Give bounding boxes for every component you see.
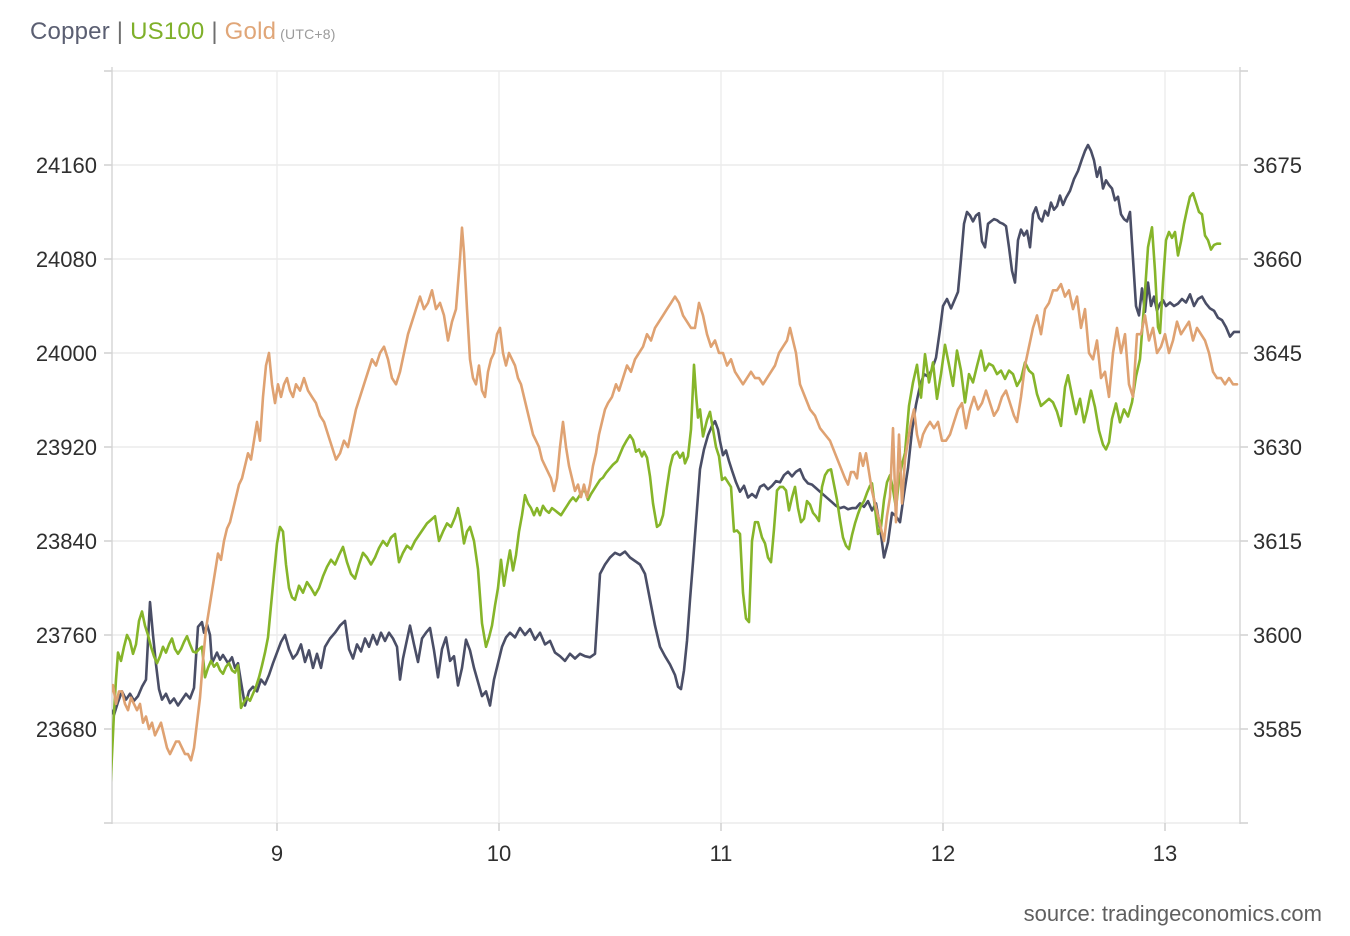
x-axis-label: 13	[1153, 841, 1177, 866]
y-axis-label-right: 3600	[1253, 623, 1302, 648]
y-axis-label-left: 23840	[36, 529, 97, 554]
y-axis-label-left: 24000	[36, 341, 97, 366]
y-axis-label-right: 3615	[1253, 529, 1302, 554]
y-axis-label-left: 23920	[36, 435, 97, 460]
y-axis-label-right: 3660	[1253, 247, 1302, 272]
legend-copper-label[interactable]: Copper	[30, 18, 110, 45]
legend-separator: |	[109, 18, 131, 45]
y-axis-label-right: 3645	[1253, 341, 1302, 366]
y-axis-label-left: 24160	[36, 153, 97, 178]
axis-lines	[111, 67, 1241, 824]
y-axis-label-right: 3675	[1253, 153, 1302, 178]
axis-labels: 24160 24080 24000 23920 23840 23760 23680 3675 3…	[36, 153, 1302, 866]
timezone-note: (UTC+8)	[280, 26, 336, 42]
y-axis-label-left: 23760	[36, 623, 97, 648]
x-axis-label: 10	[487, 841, 511, 866]
y-axis-label-right: 3630	[1253, 435, 1302, 460]
series-line-gold[interactable]	[110, 226, 1239, 762]
legend-separator: |	[204, 18, 225, 45]
gridlines	[104, 70, 1248, 831]
legend-gold-label[interactable]: Gold	[224, 18, 277, 45]
x-axis-label: 9	[271, 841, 283, 866]
y-axis-label-left: 23680	[36, 717, 97, 742]
legend-us100-label[interactable]: US100	[130, 18, 205, 45]
chart-legend-title: Copper | US100 | Gold (UTC+8)	[30, 18, 336, 46]
x-axis-label: 11	[710, 841, 733, 866]
x-axis-label: 12	[931, 841, 955, 866]
y-axis-label-left: 24080	[36, 247, 97, 272]
series-line-copper[interactable]	[110, 143, 1242, 717]
source-attribution: source: tradingeconomics.com	[1023, 901, 1322, 926]
y-axis-label-right: 3585	[1253, 717, 1302, 742]
